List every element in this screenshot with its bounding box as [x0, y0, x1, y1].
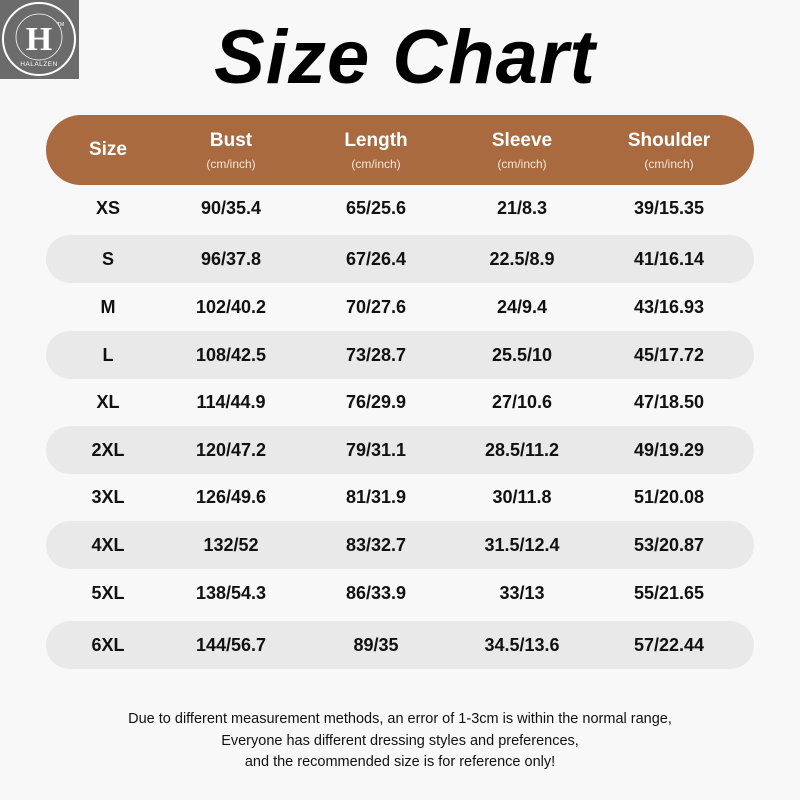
measurement-cell: 30/11.8	[492, 487, 552, 507]
column-label: Bust	[209, 129, 253, 151]
column-unit: (cm/inch)	[497, 156, 547, 171]
measurement-cell: 43/16.93	[633, 297, 705, 317]
column-unit: (cm/inch)	[351, 156, 401, 171]
disclaimer-line: Everyone has different dressing styles a…	[221, 732, 579, 749]
measurement-cell: 96/37.8	[200, 249, 262, 269]
size-cell: 5XL	[91, 583, 125, 603]
measurement-cell: 102/40.2	[195, 297, 267, 317]
size-cell: 2XL	[91, 440, 125, 460]
table-row: 5XL 138/54.3 86/33.9 33/13 55/21.65	[46, 569, 754, 617]
column-label: Sleeve	[491, 129, 553, 151]
measurement-cell: 27/10.6	[491, 392, 553, 412]
measurement-cell: 34.5/13.6	[484, 635, 560, 655]
measurement-cell: 120/47.2	[195, 440, 267, 460]
measurement-cell: 39/15.35	[633, 198, 705, 218]
size-cell: L	[102, 345, 114, 365]
measurement-cell: 132/52	[203, 535, 259, 555]
column-label: Length	[344, 129, 408, 151]
column-unit: (cm/inch)	[206, 156, 256, 171]
column-unit: (cm/inch)	[644, 156, 694, 171]
column-header: Size	[38, 115, 178, 185]
brand-logo: H TM HALALZEN	[0, 0, 79, 79]
size-cell: XL	[96, 392, 120, 412]
size-cell: S	[101, 249, 114, 269]
measurement-cell: 47/18.50	[633, 392, 705, 412]
table-header: Size Bust (cm/inch) Length (cm/inch) Sleeve (c…	[46, 115, 754, 185]
measurement-cell: 86/33.9	[345, 583, 407, 603]
measurement-cell: 76/29.9	[345, 392, 407, 412]
measurement-cell: 83/32.7	[345, 535, 407, 555]
table-row: 6XL 144/56.7 89/35 34.5/13.6 57/22.44	[46, 621, 754, 669]
column-header: Length (cm/inch)	[306, 115, 446, 185]
size-cell: 4XL	[91, 535, 125, 555]
size-cell: XS	[95, 198, 120, 218]
size-cell: 3XL	[91, 487, 125, 507]
table-row: XL 114/44.9 76/29.9 27/10.6 47/18.50	[46, 378, 754, 426]
page-title: Size Chart	[214, 15, 596, 100]
table-row: 4XL 132/52 83/32.7 31.5/12.4 53/20.87	[46, 521, 754, 569]
measurement-cell: 144/56.7	[195, 635, 267, 655]
size-cell: 6XL	[91, 635, 125, 655]
measurement-cell: 114/44.9	[196, 392, 266, 412]
measurement-cell: 28.5/11.2	[484, 440, 560, 460]
measurement-cell: 89/35	[353, 635, 399, 655]
measurement-cell: 65/25.6	[345, 198, 407, 218]
measurement-cell: 67/26.4	[345, 249, 407, 269]
measurement-cell: 49/19.29	[633, 440, 705, 460]
table-row: XS 90/35.4 65/25.6 21/8.3 39/15.35	[46, 184, 754, 232]
svg-text:H: H	[26, 21, 52, 58]
disclaimer: Due to different measurement methods, an…	[0, 709, 800, 774]
measurement-cell: 55/21.65	[633, 583, 705, 603]
column-header: Shoulder (cm/inch)	[599, 115, 739, 185]
column-header: Sleeve (cm/inch)	[452, 115, 592, 185]
column-label: Size	[88, 139, 128, 160]
measurement-cell: 53/20.87	[633, 535, 705, 555]
table-row: 2XL 120/47.2 79/31.1 28.5/11.2 49/19.29	[46, 426, 754, 474]
measurement-cell: 25.5/10	[491, 345, 553, 365]
measurement-cell: 126/49.6	[195, 487, 267, 507]
size-cell: M	[100, 297, 116, 317]
measurement-cell: 138/54.3	[195, 583, 267, 603]
measurement-cell: 81/31.9	[345, 487, 407, 507]
svg-text:HALALZEN: HALALZEN	[20, 61, 58, 68]
svg-text:TM: TM	[57, 22, 64, 28]
column-header: Bust (cm/inch)	[161, 115, 301, 185]
disclaimer-line: and the recommended size is for referenc…	[244, 754, 556, 770]
measurement-cell: 90/35.4	[200, 198, 262, 218]
measurement-cell: 70/27.6	[345, 297, 407, 317]
column-label: Shoulder	[627, 129, 711, 151]
measurement-cell: 45/17.72	[633, 345, 705, 365]
measurement-cell: 73/28.7	[345, 345, 407, 365]
table-row: L 108/42.5 73/28.7 25.5/10 45/17.72	[46, 331, 754, 379]
table-row: S 96/37.8 67/26.4 22.5/8.9 41/16.14	[46, 235, 754, 283]
table-row: M 102/40.2 70/27.6 24/9.4 43/16.93	[46, 283, 754, 331]
measurement-cell: 79/31.1	[345, 440, 407, 460]
measurement-cell: 22.5/8.9	[489, 249, 555, 269]
measurement-cell: 51/20.08	[633, 487, 705, 507]
measurement-cell: 41/16.14	[633, 249, 705, 269]
measurement-cell: 24/9.4	[496, 297, 548, 317]
measurement-cell: 108/42.5	[195, 345, 267, 365]
disclaimer-line: Due to different measurement methods, an…	[128, 711, 672, 727]
measurement-cell: 33/13	[499, 583, 545, 603]
measurement-cell: 21/8.3	[496, 198, 548, 218]
measurement-cell: 57/22.44	[633, 635, 705, 655]
table-row: 3XL 126/49.6 81/31.9 30/11.8 51/20.08	[46, 473, 754, 521]
measurement-cell: 31.5/12.4	[484, 535, 560, 555]
